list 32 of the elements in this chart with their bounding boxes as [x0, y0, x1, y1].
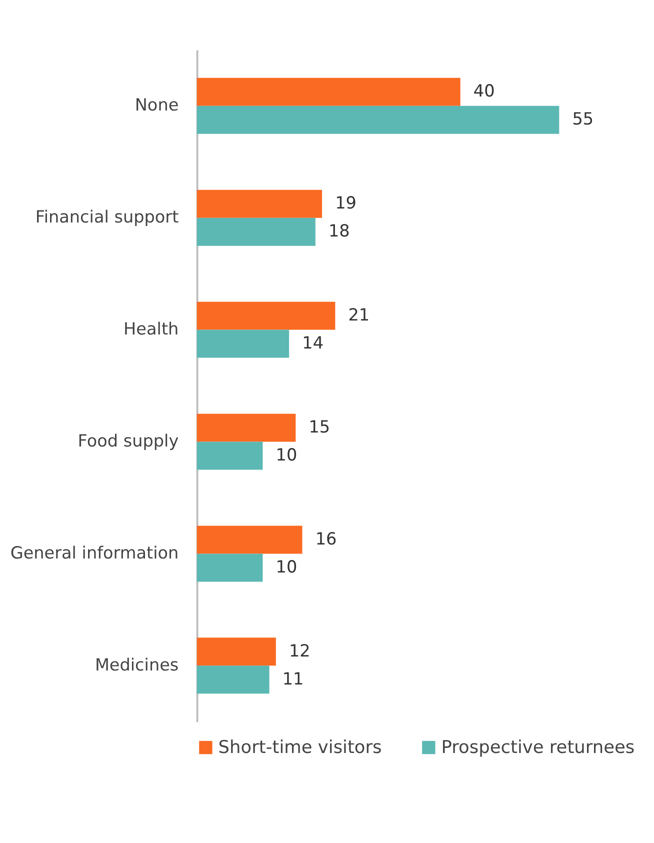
- data-label: 15: [308, 416, 330, 436]
- data-label: 16: [315, 528, 337, 548]
- data-label: 10: [276, 556, 298, 576]
- data-label: 21: [348, 304, 370, 324]
- y-tick-label: General information: [10, 542, 179, 562]
- data-label: 10: [276, 444, 298, 464]
- y-tick-label: Medicines: [94, 654, 179, 674]
- bar: [196, 78, 460, 106]
- data-label: 14: [302, 332, 324, 352]
- bar: [196, 554, 263, 582]
- bar: [196, 666, 270, 694]
- y-tick-label: None: [134, 94, 179, 115]
- bar: [196, 414, 296, 442]
- data-label: 18: [328, 220, 350, 240]
- data-label: 12: [288, 640, 310, 660]
- bar: [196, 638, 276, 666]
- bar: [196, 218, 316, 246]
- bar: [196, 442, 263, 470]
- y-tick-label: Financial support: [35, 206, 180, 227]
- bar: [196, 190, 322, 218]
- bar: [196, 526, 302, 554]
- data-label: 55: [572, 108, 594, 129]
- y-tick-label: Food supply: [78, 430, 179, 450]
- legend-label: Prospective returnees: [441, 738, 635, 758]
- data-label: 11: [282, 668, 304, 688]
- bar: [196, 330, 290, 358]
- bar: [196, 106, 560, 134]
- bar: [196, 302, 336, 330]
- data-label: 19: [335, 192, 356, 213]
- data-label: 40: [473, 80, 495, 101]
- legend-label: Short-time visitors: [218, 738, 382, 758]
- y-tick-label: Health: [124, 318, 179, 338]
